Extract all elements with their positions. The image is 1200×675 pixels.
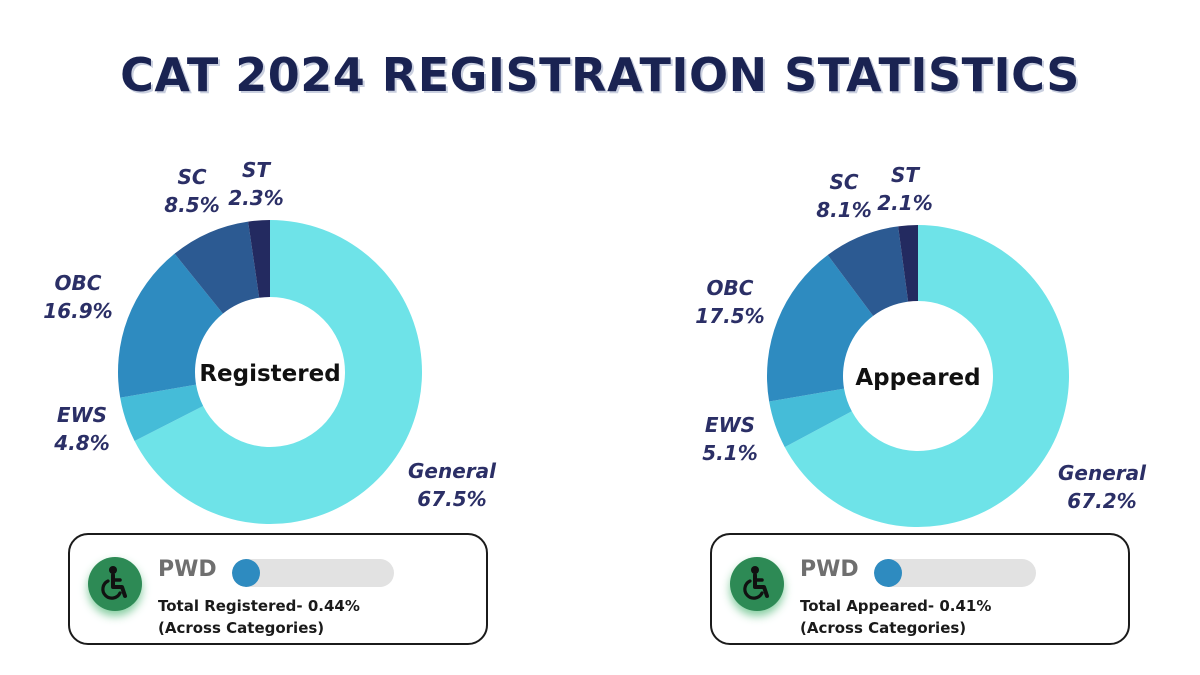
pwd-label: PWD bbox=[158, 557, 217, 582]
slice-st bbox=[898, 225, 918, 302]
category-label: ST bbox=[242, 158, 271, 182]
value-label: 16.9% bbox=[43, 299, 112, 323]
value-label: 2.3% bbox=[228, 186, 283, 210]
category-label: OBC bbox=[55, 271, 102, 295]
center-label: Registered bbox=[199, 361, 340, 387]
value-label: 8.5% bbox=[164, 193, 219, 217]
pwd-description: Total Appeared- 0.41% (Across Categories… bbox=[800, 595, 991, 639]
pwd-total-text: Total Appeared- 0.41% bbox=[800, 597, 992, 615]
pwd-label: PWD bbox=[800, 557, 859, 582]
category-label: SC bbox=[177, 165, 206, 189]
value-label: 2.1% bbox=[877, 191, 932, 215]
pwd-note-text: (Across Categories) bbox=[800, 619, 967, 637]
value-label: 8.1% bbox=[816, 198, 871, 222]
slice-general bbox=[134, 220, 422, 524]
value-label: 67.5% bbox=[417, 487, 486, 511]
value-label: 67.2% bbox=[1067, 489, 1136, 513]
slice-sc bbox=[827, 226, 909, 316]
pwd-description: Total Registered- 0.44% (Across Categori… bbox=[158, 595, 360, 639]
pwd-card-appeared: PWD Total Appeared- 0.41% (Across Catego… bbox=[710, 533, 1130, 645]
slice-st bbox=[248, 220, 270, 298]
pwd-progress-track bbox=[874, 559, 1036, 587]
category-label: EWS bbox=[705, 413, 755, 437]
pwd-total-text: Total Registered- 0.44% bbox=[158, 597, 360, 615]
category-label: OBC bbox=[707, 276, 754, 300]
slice-ews bbox=[120, 384, 204, 442]
category-label: ST bbox=[891, 163, 920, 187]
value-label: 4.8% bbox=[53, 431, 109, 455]
category-label: General bbox=[1058, 461, 1147, 485]
value-label: 5.1% bbox=[702, 441, 757, 465]
wheelchair-icon bbox=[88, 557, 142, 611]
category-label: SC bbox=[829, 170, 858, 194]
slice-general bbox=[784, 225, 1070, 527]
slice-sc bbox=[174, 221, 260, 314]
slice-obc bbox=[118, 253, 223, 398]
pwd-progress-fill bbox=[232, 559, 260, 587]
pwd-progress-track bbox=[232, 559, 394, 587]
pwd-note-text: (Across Categories) bbox=[158, 619, 325, 637]
slice-ews bbox=[769, 388, 852, 448]
slice-obc bbox=[767, 254, 874, 402]
pwd-progress-fill bbox=[874, 559, 902, 587]
value-label: 17.5% bbox=[695, 304, 764, 328]
page-title: CAT 2024 REGISTRATION STATISTICS bbox=[120, 48, 1080, 102]
pwd-card-registered: PWD Total Registered- 0.44% (Across Cate… bbox=[68, 533, 488, 645]
category-label: EWS bbox=[57, 403, 107, 427]
category-label: General bbox=[408, 459, 497, 483]
wheelchair-icon bbox=[730, 557, 784, 611]
center-label: Appeared bbox=[855, 365, 980, 391]
